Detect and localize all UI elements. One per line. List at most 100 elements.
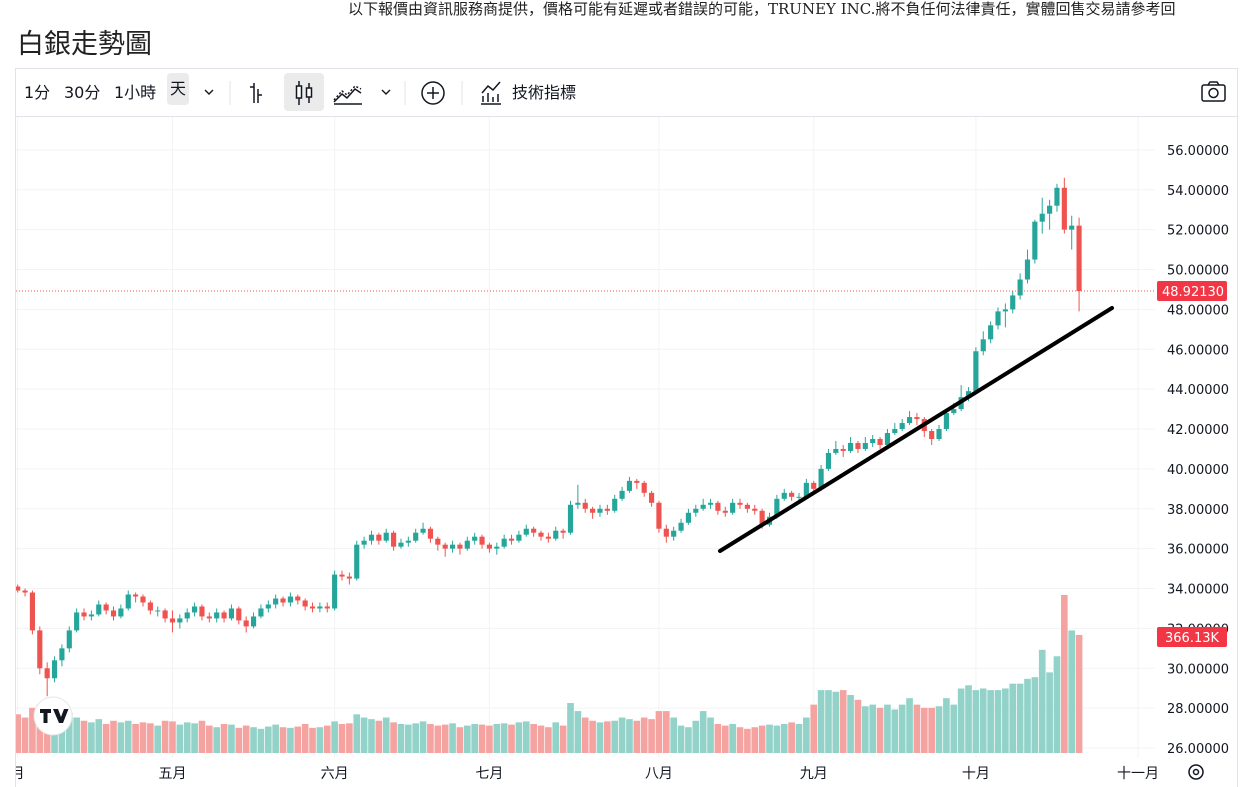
- volume-bar: [1024, 678, 1031, 753]
- volume-bar: [331, 721, 338, 753]
- interval-button[interactable]: 1小時: [114, 83, 157, 102]
- candle-body: [81, 612, 87, 617]
- candle-body: [391, 532, 397, 547]
- volume-bar: [825, 690, 832, 753]
- volume-bar: [662, 711, 670, 753]
- x-tick-label: 八月: [645, 766, 673, 782]
- candle-body: [737, 502, 743, 505]
- candle-body: [103, 604, 109, 611]
- volume-bar: [707, 717, 714, 753]
- volume-bar: [264, 726, 272, 753]
- candle-body: [118, 608, 124, 617]
- volume-bar: [655, 711, 663, 753]
- candle-body: [877, 438, 883, 445]
- volume-bar: [876, 707, 884, 753]
- volume-bar: [766, 724, 773, 753]
- y-tick-label: 30.00000: [1167, 662, 1229, 677]
- candle-layer: [16, 177, 1082, 697]
- volume-bar: [884, 704, 891, 753]
- interval-button[interactable]: 30分: [64, 83, 101, 102]
- candle-body: [1054, 187, 1060, 206]
- volume-bar: [1016, 683, 1024, 753]
- candle-body: [988, 325, 994, 340]
- volume-bar: [213, 727, 221, 753]
- volume-bar: [427, 723, 434, 753]
- volume-bar: [169, 721, 176, 753]
- candle-body: [516, 534, 522, 541]
- volume-bar: [323, 725, 331, 753]
- candle-body: [96, 604, 102, 615]
- candle-body: [88, 614, 94, 617]
- volume-bar: [419, 721, 427, 753]
- tv-logo[interactable]: [33, 696, 73, 736]
- chart-frame: [15, 68, 1238, 787]
- volume-bar: [382, 717, 390, 753]
- candle-body: [906, 417, 913, 424]
- candle-body: [472, 536, 478, 541]
- indicators-button[interactable]: 技術指標: [512, 83, 577, 102]
- trend-line-drawing[interactable]: [718, 306, 1114, 553]
- candle-body: [376, 534, 382, 541]
- volume-bar: [581, 717, 589, 753]
- volume-bar: [478, 724, 486, 753]
- volume-bar: [287, 727, 294, 753]
- candle-body: [413, 532, 419, 541]
- volume-bar: [294, 726, 302, 753]
- candle-body: [995, 311, 1001, 326]
- volume-bar: [699, 711, 707, 753]
- compare-button[interactable]: [421, 81, 445, 105]
- candle-body: [789, 492, 795, 497]
- volume-bar: [906, 698, 913, 753]
- volume-bar: [1053, 656, 1061, 753]
- candle-body: [280, 598, 286, 603]
- volume-bar: [21, 717, 29, 753]
- volume-bar: [920, 707, 928, 753]
- candle-body: [634, 480, 640, 483]
- volume-bar: [139, 722, 147, 753]
- toolbar: 1分 30分 1小時 天: [16, 69, 1237, 117]
- candle-body: [508, 538, 515, 541]
- volume-bar: [803, 717, 810, 753]
- volume-bar: [500, 723, 508, 753]
- area-chart-button[interactable]: [333, 85, 362, 105]
- y-tick-label: 46.00000: [1167, 343, 1229, 358]
- candle-body: [523, 528, 529, 535]
- candle-button[interactable]: [295, 81, 313, 105]
- candle-body: [700, 504, 706, 509]
- volume-bar: [574, 711, 582, 753]
- snapshot-button[interactable]: [1201, 81, 1226, 102]
- volume-bar: [360, 717, 368, 753]
- volume-bar: [604, 721, 611, 753]
- interval-button[interactable]: 天: [167, 73, 190, 105]
- candle-body: [811, 482, 817, 489]
- y-tick-label: 52.00000: [1167, 224, 1229, 239]
- volume-bar: [95, 719, 103, 753]
- candle-body: [884, 433, 891, 445]
- candle-body: [567, 504, 574, 533]
- bar-chart-button[interactable]: [250, 83, 262, 103]
- volume-bar: [545, 727, 552, 753]
- volume-bar: [773, 725, 781, 753]
- volume-bar: [847, 694, 854, 753]
- candle-body: [818, 468, 824, 489]
- candle-body: [781, 492, 787, 499]
- candle-body: [980, 339, 986, 352]
- candle-body: [110, 610, 117, 617]
- settings-icon[interactable]: [1188, 764, 1204, 780]
- y-tick-label: 56.00000: [1167, 144, 1229, 159]
- interval-menu[interactable]: [204, 89, 214, 95]
- candle-button-bg[interactable]: [284, 73, 324, 111]
- volume-bar: [685, 727, 692, 753]
- indicator-icon[interactable]: [481, 81, 501, 105]
- candle-body: [287, 596, 293, 603]
- volume-bar: [854, 699, 862, 753]
- volume-bar: [736, 727, 744, 753]
- volume-bar: [721, 725, 729, 753]
- toolbar-icons: [204, 73, 1226, 111]
- volume-bar: [235, 727, 243, 753]
- candle-body: [597, 508, 603, 513]
- candle-body: [604, 508, 610, 511]
- interval-button[interactable]: 1分: [24, 83, 51, 102]
- chart-type-menu[interactable]: [381, 89, 391, 95]
